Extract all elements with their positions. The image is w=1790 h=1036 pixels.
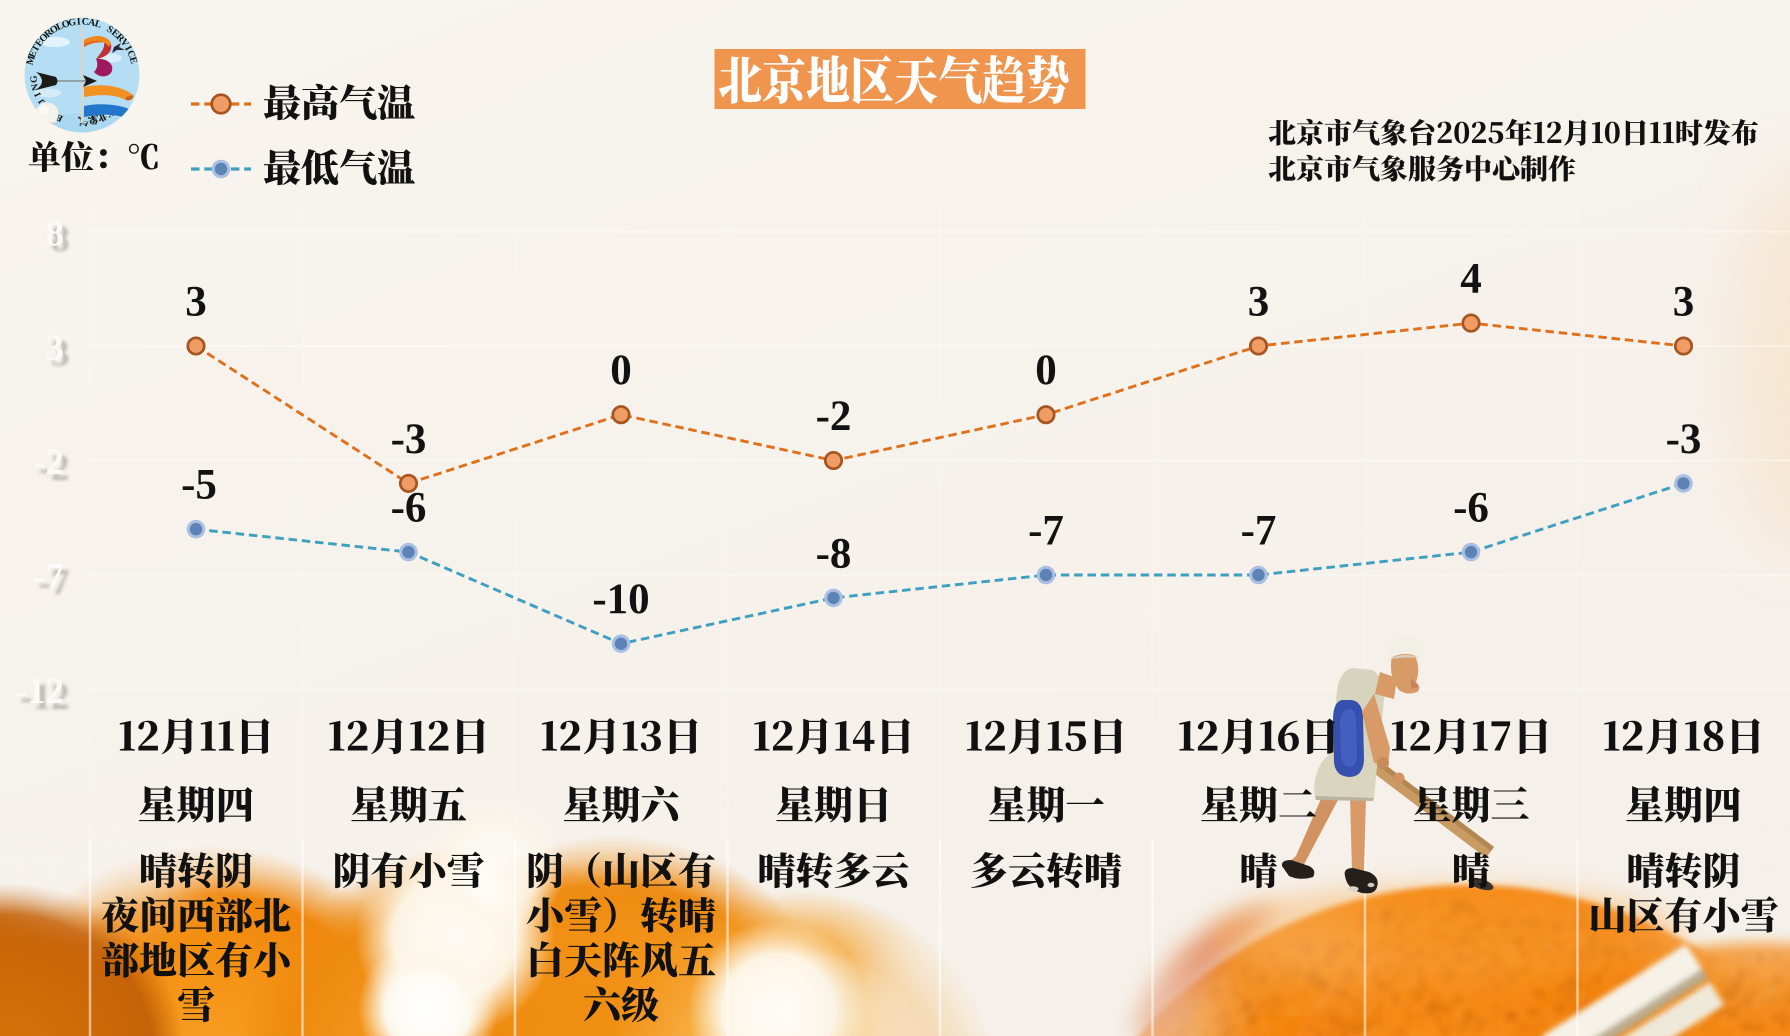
svg-text:3: 3 [1673,279,1695,326]
svg-text:0: 0 [610,347,632,394]
svg-text:-6: -6 [1453,485,1489,532]
svg-text:L: L [93,18,103,31]
svg-text:N: N [30,82,41,91]
svg-text:8: 8 [51,219,70,260]
svg-text:8: 8 [46,213,65,254]
svg-text:3: 3 [46,328,65,369]
svg-text:C: C [124,49,137,60]
svg-text:-7: -7 [39,562,70,603]
svg-text:-6: -6 [391,485,427,532]
svg-text:-7: -7 [33,557,64,598]
svg-text:3: 3 [1248,279,1270,326]
svg-text:G: G [67,17,77,29]
svg-text:O: O [61,18,72,31]
svg-text:S: S [105,24,116,37]
svg-text:L: L [54,20,65,33]
svg-text:3: 3 [51,334,70,375]
svg-text:-12: -12 [20,677,69,718]
svg-text:E: E [27,49,40,60]
svg-text:-10: -10 [592,576,649,623]
svg-text:-3: -3 [1666,416,1702,463]
svg-text:B: B [54,111,65,123]
svg-text:T: T [30,43,43,55]
svg-text:I: I [33,90,44,98]
svg-text:A: A [87,17,97,29]
svg-text:-2: -2 [816,393,852,440]
svg-text:E: E [127,56,140,66]
svg-text:-8: -8 [816,530,852,577]
svg-text:3: 3 [185,279,207,326]
svg-text:-12: -12 [15,671,64,712]
svg-text:0: 0 [1035,347,1057,394]
svg-text:-2: -2 [39,448,70,489]
svg-text:-5: -5 [181,462,217,509]
svg-text:J: J [37,96,48,106]
svg-text:-7: -7 [1028,508,1064,555]
svg-text:-3: -3 [391,416,427,463]
svg-text:-7: -7 [1241,508,1277,555]
svg-text:C: C [81,16,89,27]
svg-text:I: I [122,44,134,53]
svg-text:-2: -2 [33,442,64,483]
svg-text:4: 4 [1460,256,1482,303]
svg-text:I: I [76,16,81,27]
svg-text:M: M [25,54,38,67]
svg-text:G: G [29,74,40,83]
